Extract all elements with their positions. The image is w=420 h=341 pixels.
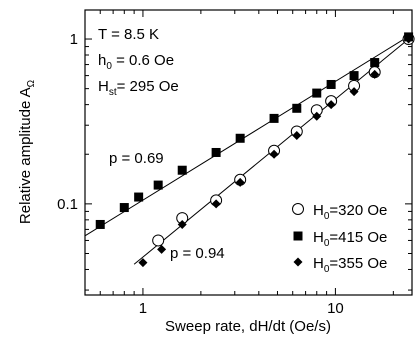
plot-frame — [84, 9, 413, 296]
y-tick-label: 1 — [70, 31, 78, 48]
data-point-series-3 — [235, 177, 245, 187]
x-tick-label: 1 — [139, 300, 147, 317]
data-point-series-2 — [211, 147, 221, 157]
data-point-series-2 — [349, 71, 359, 81]
data-point-series-2 — [269, 113, 279, 123]
y-axis-label-sub: Ω — [26, 79, 37, 87]
legend-value: =320 Oe — [329, 202, 387, 219]
legend-symbol: H — [313, 255, 324, 272]
data-point-series-3 — [292, 130, 302, 140]
legend-symbol: H — [313, 202, 324, 219]
x-axis-label: Sweep rate, dH/dt (Oe/s) — [165, 318, 331, 335]
data-points — [95, 32, 415, 268]
y-axis-label-main: Relative amplitude A — [17, 87, 34, 224]
legend-label-3: H0=355 Oe — [313, 255, 387, 275]
legend-subscript: 0 — [324, 211, 330, 222]
data-point-series-2 — [134, 192, 144, 202]
annotation-p-lower: p = 0.94 — [170, 245, 225, 262]
data-point-series-2 — [119, 203, 129, 213]
legend-symbol: H — [313, 229, 324, 246]
data-point-series-2 — [292, 103, 302, 113]
data-point-series-3 — [326, 100, 336, 110]
data-point-series-3 — [370, 69, 380, 79]
parameter-symbol: T — [98, 26, 107, 43]
parameter-3: Hst= 295 Oe — [98, 78, 179, 98]
parameter-symbol: h — [98, 52, 106, 69]
data-point-series-2 — [153, 180, 163, 190]
data-point-series-1 — [152, 234, 165, 247]
y-tick-label: 0.1 — [57, 196, 78, 213]
data-point-series-3 — [211, 199, 221, 209]
data-point-series-3 — [177, 219, 187, 229]
data-point-series-3 — [312, 111, 322, 121]
legend-value: =415 Oe — [329, 229, 387, 246]
parameter-symbol: H — [98, 78, 109, 95]
legend-label-1: H0=320 Oe — [313, 202, 387, 222]
data-point-series-2 — [235, 133, 245, 143]
data-point-series-3 — [138, 258, 148, 268]
legend-marker-3 — [293, 257, 303, 267]
annotation-p-upper: p = 0.69 — [109, 150, 164, 167]
data-point-series-3 — [269, 149, 279, 159]
data-point-series-3 — [157, 244, 167, 254]
data-point-series-2 — [177, 165, 187, 175]
data-point-series-2 — [370, 58, 380, 68]
parameter-value: = 0.6 Oe — [112, 52, 174, 69]
parameter-subscript: st — [109, 87, 117, 98]
parameter-value: = 295 Oe — [117, 78, 179, 95]
y-axis-label: Relative amplitude AΩ — [17, 79, 37, 224]
legend-value: =355 Oe — [329, 255, 387, 272]
data-point-series-2 — [95, 219, 105, 229]
legend-subscript: 0 — [324, 264, 330, 275]
data-point-series-3 — [404, 34, 414, 44]
legend-subscript: 0 — [324, 238, 330, 249]
x-tick-label: 10 — [327, 300, 344, 317]
axis-ticks: 1 10 0.1 1 — [57, 10, 412, 317]
fit-line-1 — [84, 33, 413, 237]
legend-marker-2 — [293, 231, 303, 241]
data-point-series-3 — [349, 87, 359, 97]
parameter-1: T = 8.5 K — [98, 26, 159, 43]
parameter-value: = 8.5 K — [107, 26, 159, 43]
parameter-subscript: 0 — [106, 61, 112, 72]
legend-marker-1 — [292, 203, 304, 215]
data-point-series-2 — [326, 79, 336, 89]
parameter-2: h0 = 0.6 Oe — [98, 52, 174, 72]
legend-label-2: H0=415 Oe — [313, 229, 387, 249]
data-point-series-2 — [312, 88, 322, 98]
